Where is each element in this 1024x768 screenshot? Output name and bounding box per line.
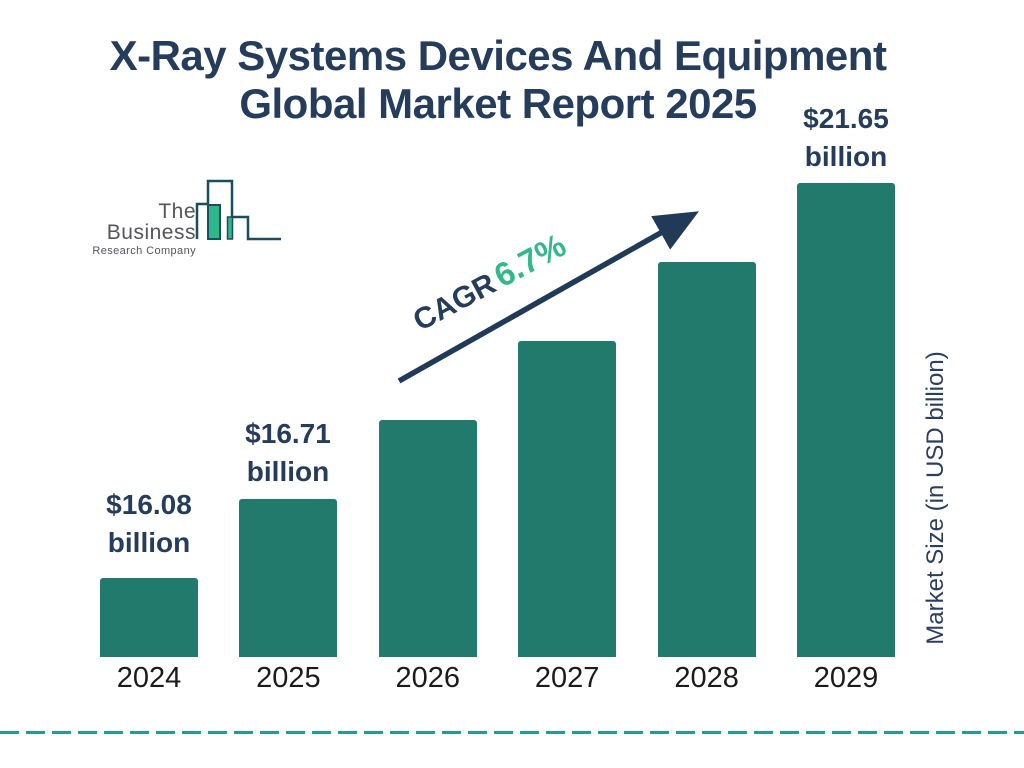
value-unit: billion xyxy=(107,527,191,558)
value-unit: billion xyxy=(804,141,888,172)
bottom-dashed-divider xyxy=(0,731,1024,734)
value-unit: billion xyxy=(246,456,330,487)
x-tick-2027: 2027 xyxy=(534,662,600,694)
x-tick-2026: 2026 xyxy=(395,662,461,694)
bar-2026 xyxy=(378,420,477,657)
bar-chart-logo-icon xyxy=(195,179,281,241)
bar-2024 xyxy=(100,578,198,657)
logo-company-name: The Business xyxy=(106,200,196,244)
x-tick-2024: 2024 xyxy=(116,662,182,694)
page-title: X-Ray Systems Devices And Equipment Glob… xyxy=(0,32,996,128)
y-axis-label: Market Size (in USD billion) xyxy=(922,351,949,645)
x-tick-2029: 2029 xyxy=(813,662,879,694)
value-amount: $16.08 xyxy=(106,489,192,520)
value-label-2025: $16.71 billion xyxy=(208,415,368,491)
bar-2028 xyxy=(657,262,756,657)
bar-2029 xyxy=(797,183,895,657)
title-line-2: Global Market Report 2025 xyxy=(239,80,757,127)
logo-wordmark: The Business Research Company xyxy=(70,201,196,257)
x-tick-2025: 2025 xyxy=(256,662,321,694)
value-label-2029: $21.65 billion xyxy=(766,100,926,176)
value-amount: $16.71 xyxy=(245,418,331,449)
bar-2027 xyxy=(518,341,617,657)
logo-company-subname: Research Company xyxy=(92,245,196,257)
title-line-1: X-Ray Systems Devices And Equipment xyxy=(109,32,887,79)
value-amount: $21.65 xyxy=(803,103,889,134)
bar-2025 xyxy=(239,499,338,657)
x-tick-2028: 2028 xyxy=(674,662,739,694)
value-label-2024: $16.08 billion xyxy=(69,486,229,562)
